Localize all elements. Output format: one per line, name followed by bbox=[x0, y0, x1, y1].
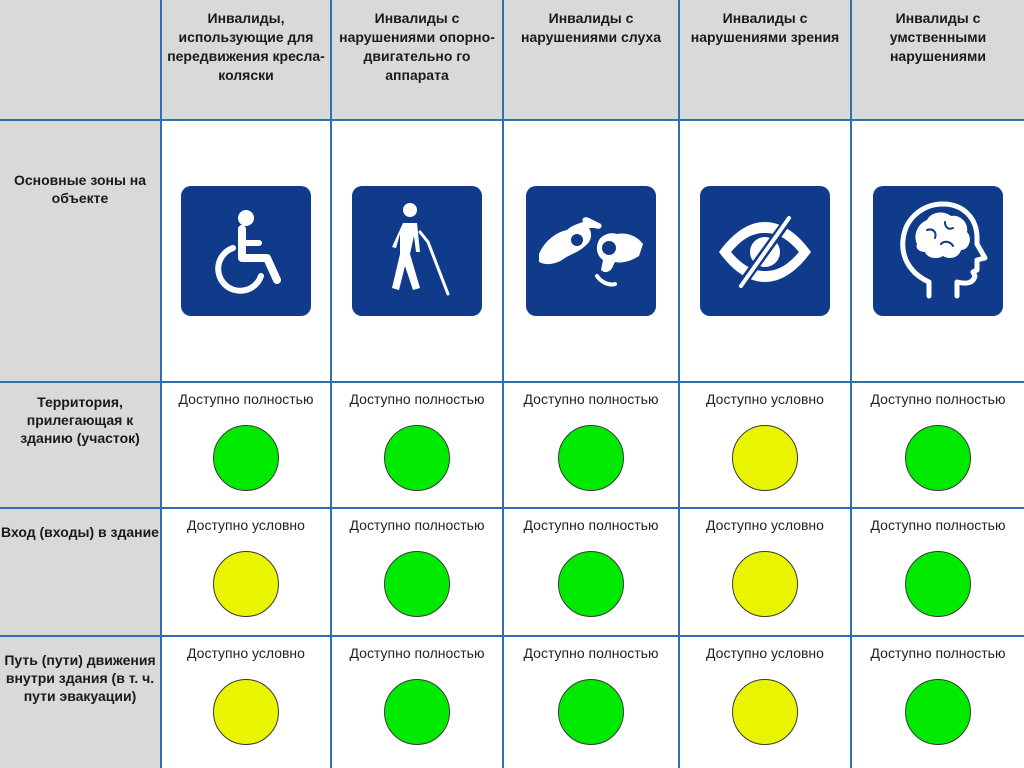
status-cell: Доступно полностью bbox=[160, 381, 332, 509]
category-header-mental: Инвалиды с умственными нарушениями bbox=[850, 0, 1024, 121]
status-indicator bbox=[213, 551, 279, 617]
category-header-hearing: Инвалиды с нарушениями слуха bbox=[502, 0, 680, 121]
status-cell: Доступно условно bbox=[678, 507, 852, 637]
status-cell: Доступно полностью bbox=[502, 635, 680, 768]
zones-label-cell: Основные зоны на объекте bbox=[0, 119, 162, 383]
status-cell: Доступно полностью bbox=[330, 381, 504, 509]
icon-cell-wheelchair bbox=[160, 119, 332, 383]
sign-language-icon bbox=[526, 186, 656, 316]
status-cell: Доступно полностью bbox=[330, 507, 504, 637]
status-text: Доступно условно bbox=[187, 517, 305, 533]
status-text: Доступно условно bbox=[706, 391, 824, 407]
status-indicator bbox=[384, 425, 450, 491]
status-text: Доступно условно bbox=[706, 645, 824, 661]
zone-name-cell: Путь (пути) движения внутри здания (в т.… bbox=[0, 635, 162, 768]
walking-cane-icon bbox=[352, 186, 482, 316]
corner-cell bbox=[0, 0, 162, 121]
status-indicator bbox=[384, 551, 450, 617]
status-text: Доступно полностью bbox=[523, 391, 659, 407]
zone-name: Территория, прилегающая к зданию (участо… bbox=[20, 394, 140, 446]
status-text: Доступно полностью bbox=[870, 391, 1006, 407]
icon-cell-hearing bbox=[502, 119, 680, 383]
zone-row: Территория, прилегающая к зданию (участо… bbox=[0, 381, 1024, 509]
status-indicator bbox=[732, 679, 798, 745]
status-cell: Доступно полностью bbox=[850, 507, 1024, 637]
zone-row: Путь (пути) движения внутри здания (в т.… bbox=[0, 635, 1024, 768]
category-header-vision: Инвалиды с нарушениями зрения bbox=[678, 0, 852, 121]
crossed-eye-icon bbox=[700, 186, 830, 316]
wheelchair-icon bbox=[181, 186, 311, 316]
icon-row: Основные зоны на объекте bbox=[0, 119, 1024, 383]
zone-name-cell: Территория, прилегающая к зданию (участо… bbox=[0, 381, 162, 509]
status-text: Доступно полностью bbox=[349, 517, 485, 533]
status-text: Доступно полностью bbox=[523, 645, 659, 661]
status-cell: Доступно условно bbox=[160, 507, 332, 637]
status-indicator bbox=[384, 679, 450, 745]
status-indicator bbox=[558, 425, 624, 491]
status-text: Доступно полностью bbox=[523, 517, 659, 533]
status-cell: Доступно полностью bbox=[850, 381, 1024, 509]
icon-cell-vision bbox=[678, 119, 852, 383]
status-cell: Доступно условно bbox=[678, 635, 852, 768]
status-cell: Доступно условно bbox=[160, 635, 332, 768]
status-indicator bbox=[905, 425, 971, 491]
status-indicator bbox=[558, 679, 624, 745]
status-indicator bbox=[213, 425, 279, 491]
zone-name-cell: Вход (входы) в здание bbox=[0, 507, 162, 637]
status-text: Доступно полностью bbox=[349, 391, 485, 407]
zones-label: Основные зоны на объекте bbox=[13, 172, 147, 206]
status-cell: Доступно полностью bbox=[502, 381, 680, 509]
status-cell: Доступно полностью bbox=[850, 635, 1024, 768]
status-text: Доступно условно bbox=[706, 517, 824, 533]
zone-name: Путь (пути) движения внутри здания (в т.… bbox=[4, 652, 156, 704]
category-header-musculoskeletal: Инвалиды с нарушениями опорно-двигательн… bbox=[330, 0, 504, 121]
status-text: Доступно полностью bbox=[178, 391, 314, 407]
status-cell: Доступно полностью bbox=[502, 507, 680, 637]
header-row: Инвалиды, использующие для передвижения … bbox=[0, 0, 1024, 121]
status-text: Доступно полностью bbox=[349, 645, 485, 661]
status-text: Доступно полностью bbox=[870, 517, 1006, 533]
status-text: Доступно полностью bbox=[870, 645, 1006, 661]
status-indicator bbox=[213, 679, 279, 745]
status-indicator bbox=[905, 551, 971, 617]
zone-name: Вход (входы) в здание bbox=[1, 524, 159, 540]
icon-cell-musculoskeletal bbox=[330, 119, 504, 383]
status-indicator bbox=[558, 551, 624, 617]
status-cell: Доступно полностью bbox=[330, 635, 504, 768]
status-indicator bbox=[732, 551, 798, 617]
category-header-wheelchair: Инвалиды, использующие для передвижения … bbox=[160, 0, 332, 121]
icon-cell-mental bbox=[850, 119, 1024, 383]
status-cell: Доступно условно bbox=[678, 381, 852, 509]
status-indicator bbox=[732, 425, 798, 491]
zone-row: Вход (входы) в здание Доступно условно Д… bbox=[0, 507, 1024, 637]
status-text: Доступно условно bbox=[187, 645, 305, 661]
status-indicator bbox=[905, 679, 971, 745]
head-brain-icon bbox=[873, 186, 1003, 316]
